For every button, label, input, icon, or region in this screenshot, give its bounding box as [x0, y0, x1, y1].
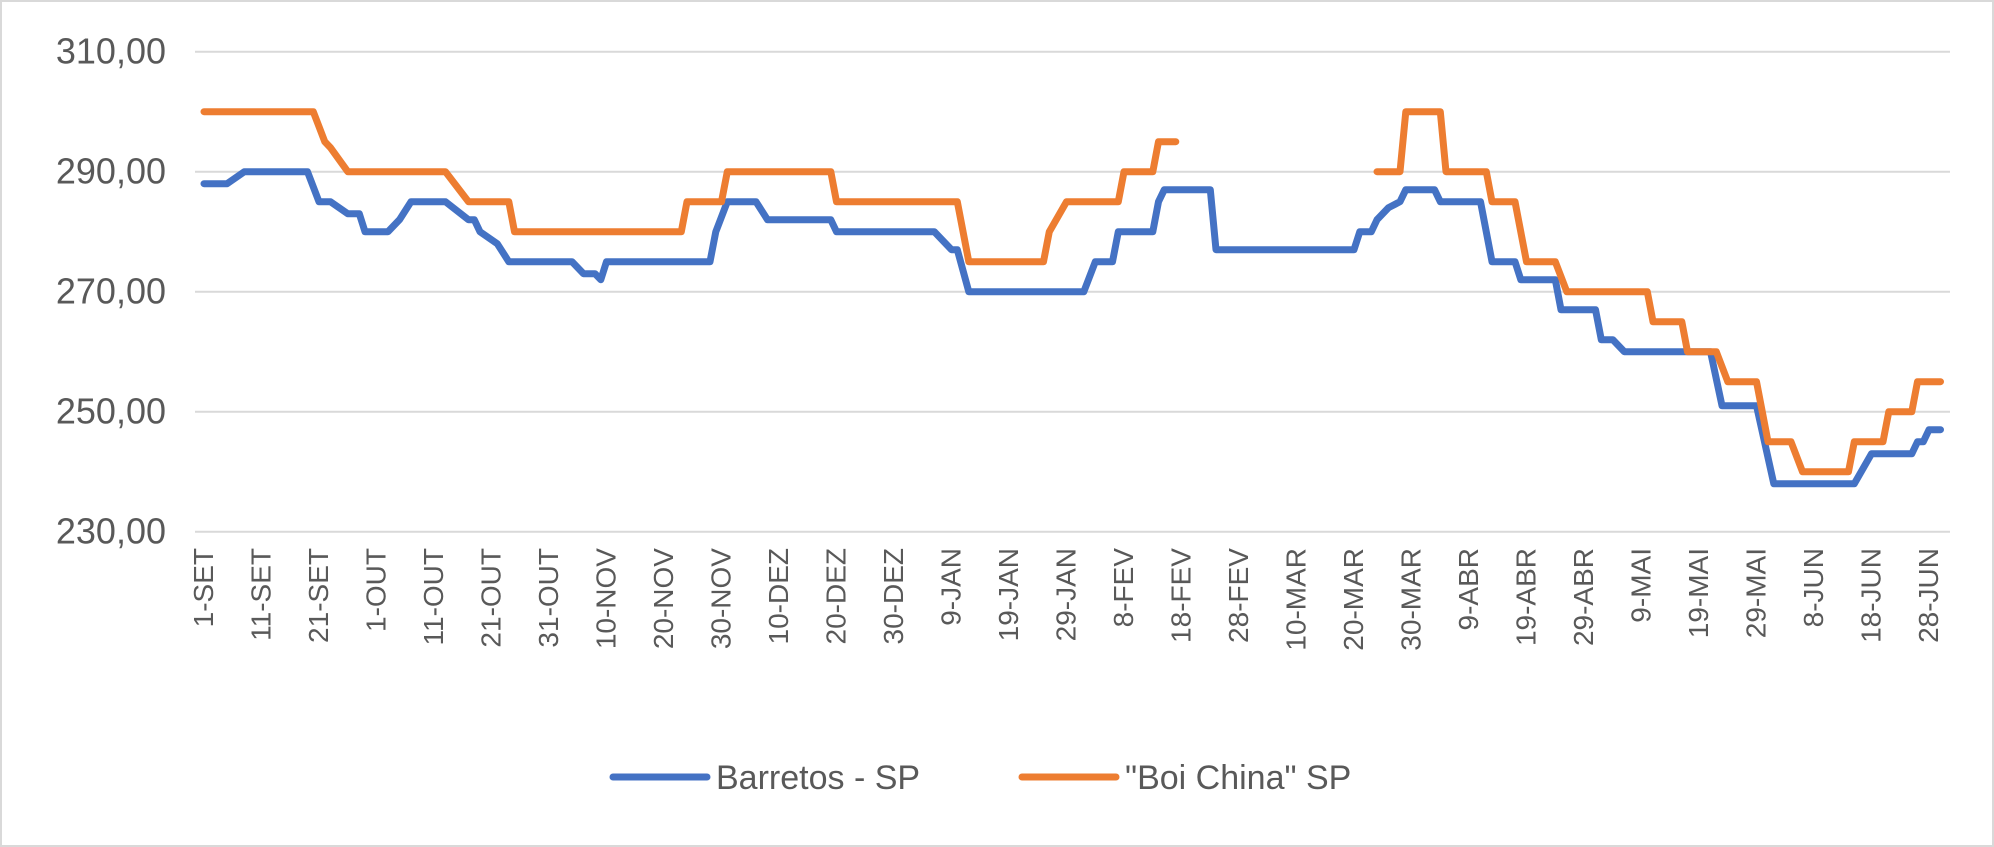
x-tick-label: 19-JAN [993, 548, 1024, 641]
x-tick-label: 21-OUT [476, 548, 507, 648]
x-tick-label: 21-SET [303, 548, 334, 643]
x-tick-label: 18-JUN [1856, 548, 1887, 643]
x-tick-label: 31-OUT [533, 548, 564, 648]
legend-label-boi-china: "Boi China" SP [1125, 759, 1351, 797]
x-tick-label: 1-SET [188, 548, 219, 627]
x-tick-label: 11-SET [246, 548, 277, 641]
y-tick-label: 270,00 [56, 271, 166, 312]
x-tick-label: 20-DEZ [821, 548, 852, 644]
y-axis: 230,00 250,00 270,00 290,00 310,00 [56, 31, 166, 552]
x-tick-label: 10-MAR [1281, 548, 1312, 651]
x-tick-label: 8-FEV [1108, 548, 1139, 628]
x-tick-label: 9-ABR [1453, 548, 1484, 630]
x-tick-label: 10-NOV [591, 548, 622, 649]
x-tick-label: 29-JAN [1051, 548, 1082, 641]
x-tick-label: 30-DEZ [878, 548, 909, 644]
x-tick-label: 9-MAI [1626, 548, 1657, 623]
x-tick-label: 20-NOV [648, 548, 679, 649]
series-line-boi-china [200, 108, 1944, 476]
x-tick-label: 10-DEZ [763, 548, 794, 644]
y-tick-label: 250,00 [56, 391, 166, 432]
x-tick-label: 18-FEV [1166, 548, 1197, 643]
x-tick-label: 28-JUN [1913, 548, 1944, 643]
y-tick-label: 230,00 [56, 511, 166, 552]
x-tick-label: 19-ABR [1511, 548, 1542, 646]
x-tick-label: 28-FEV [1223, 548, 1254, 643]
series-lines [200, 108, 1944, 488]
x-tick-label: 29-MAI [1741, 548, 1772, 638]
x-tick-label: 1-OUT [361, 548, 392, 632]
series-line-barretos [200, 168, 1944, 488]
x-tick-label: 19-MAI [1683, 548, 1714, 638]
x-tick-label: 20-MAR [1338, 548, 1369, 651]
x-tick-label: 11-OUT [418, 548, 449, 646]
x-tick-label: 30-NOV [706, 548, 737, 649]
legend: Barretos - SP "Boi China" SP [609, 759, 1351, 797]
x-axis: 1-SET 11-SET 21-SET 1-OUT 11-OUT 21-OUT 31-OUT… [188, 548, 1944, 651]
x-tick-label: 30-MAR [1396, 548, 1427, 651]
y-tick-label: 310,00 [56, 31, 166, 72]
x-tick-label: 9-JAN [936, 548, 967, 626]
legend-label-barretos: Barretos - SP [716, 759, 920, 797]
x-tick-label: 8-JUN [1798, 548, 1829, 627]
x-tick-label: 29-ABR [1568, 548, 1599, 646]
y-tick-label: 290,00 [56, 151, 166, 192]
